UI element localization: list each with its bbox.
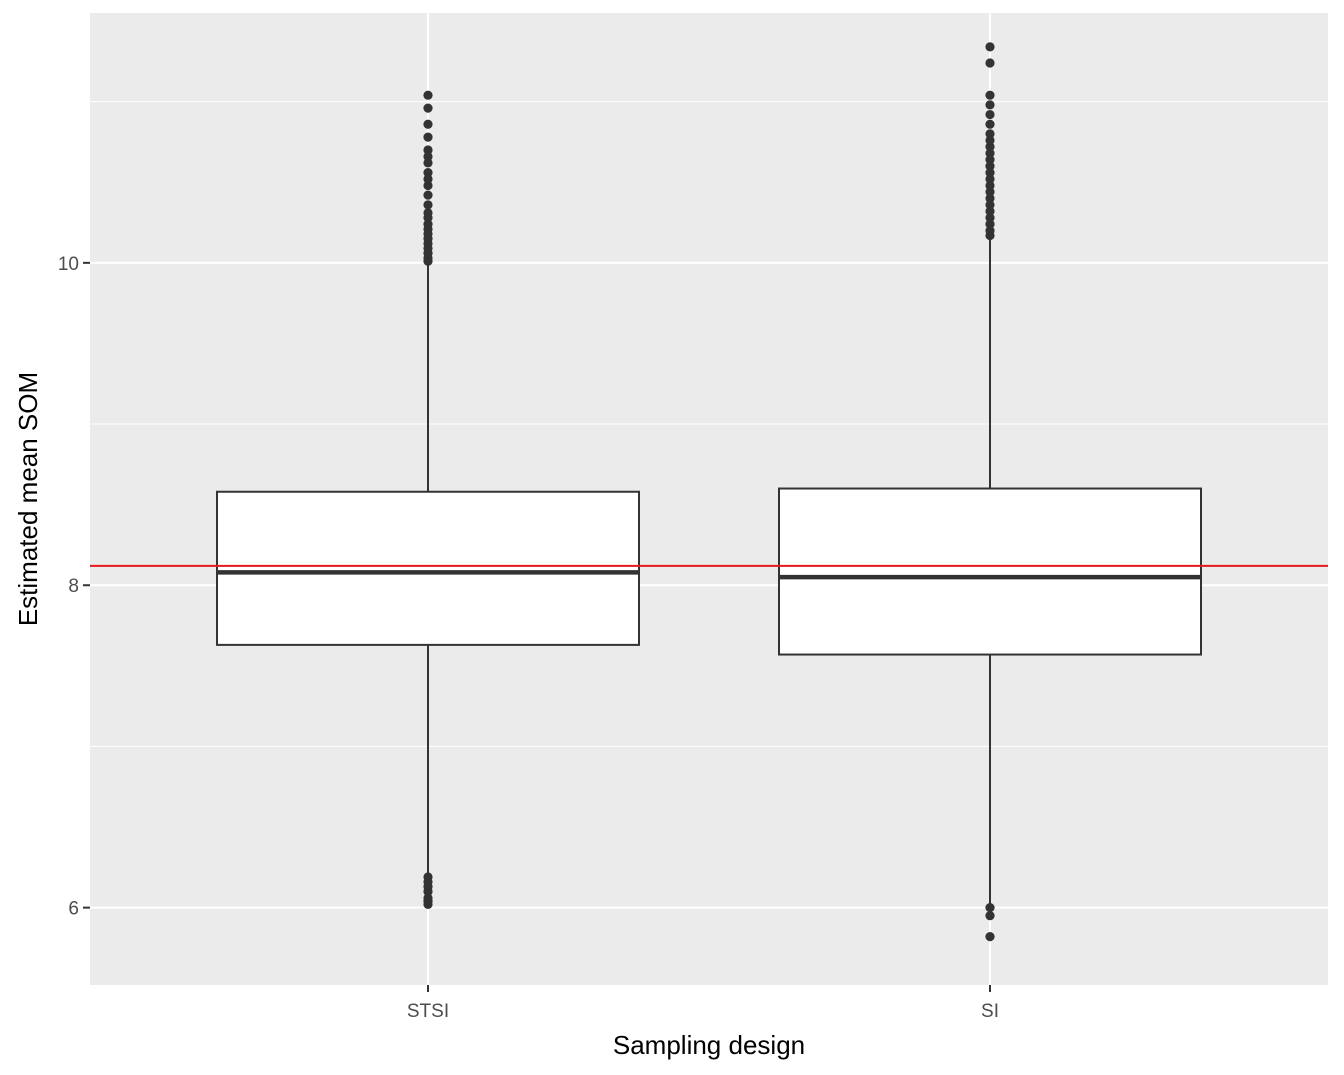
outlier-point	[985, 142, 995, 152]
outlier-point	[985, 213, 995, 223]
y-tick-label: 8	[68, 576, 79, 597]
outlier-point	[423, 219, 433, 229]
box-iqr	[778, 487, 1202, 656]
outlier-point	[985, 109, 995, 120]
box-stsi	[216, 90, 640, 910]
outlier-point	[985, 129, 995, 139]
y-tick-label: 6	[68, 899, 79, 920]
x-axis-title: Sampling design	[613, 1030, 805, 1060]
outlier-point	[985, 58, 995, 68]
outlier-point	[985, 200, 995, 210]
outlier-point	[985, 119, 995, 129]
outlier-point	[985, 167, 995, 178]
outlier-point	[985, 226, 995, 236]
outlier-point	[423, 119, 433, 129]
outlier-point	[423, 158, 433, 168]
outlier-point	[985, 193, 995, 203]
outlier-point	[985, 206, 995, 216]
outlier-point	[985, 42, 995, 52]
outlier-point	[985, 187, 995, 197]
outlier-point	[423, 174, 433, 184]
outlier-point	[985, 932, 995, 942]
outlier-point	[985, 90, 995, 100]
outlier-point	[423, 190, 433, 200]
outlier-point	[423, 180, 433, 191]
outlier-point	[423, 208, 433, 218]
outlier-point	[985, 911, 995, 921]
outlier-point	[985, 161, 995, 171]
outlier-point	[985, 903, 995, 913]
outlier-point	[985, 219, 995, 229]
outlier-point	[985, 148, 995, 158]
y-axis-title: Estimated mean SOM	[13, 372, 43, 626]
outlier-point	[423, 132, 433, 142]
axes-layer: 6 8 10 STSI SI	[58, 254, 999, 1022]
y-tick-label: 10	[58, 254, 79, 275]
outlier-point	[985, 135, 995, 145]
outlier-point	[423, 151, 433, 162]
outlier-point	[423, 200, 433, 210]
box-iqr	[216, 490, 640, 646]
boxes-layer	[216, 42, 1202, 942]
x-tick-label: STSI	[407, 1001, 449, 1022]
outlier-point	[423, 893, 433, 903]
outlier-point	[423, 103, 433, 113]
outlier-point	[423, 145, 433, 155]
x-tick-label: SI	[981, 1001, 999, 1022]
outlier-point	[423, 872, 433, 882]
outlier-point	[985, 100, 995, 110]
outlier-point	[985, 155, 995, 165]
outlier-point	[985, 174, 995, 184]
outlier-point	[423, 90, 433, 100]
outlier-point	[423, 167, 433, 178]
box-si	[778, 42, 1202, 942]
outlier-point	[985, 180, 995, 191]
